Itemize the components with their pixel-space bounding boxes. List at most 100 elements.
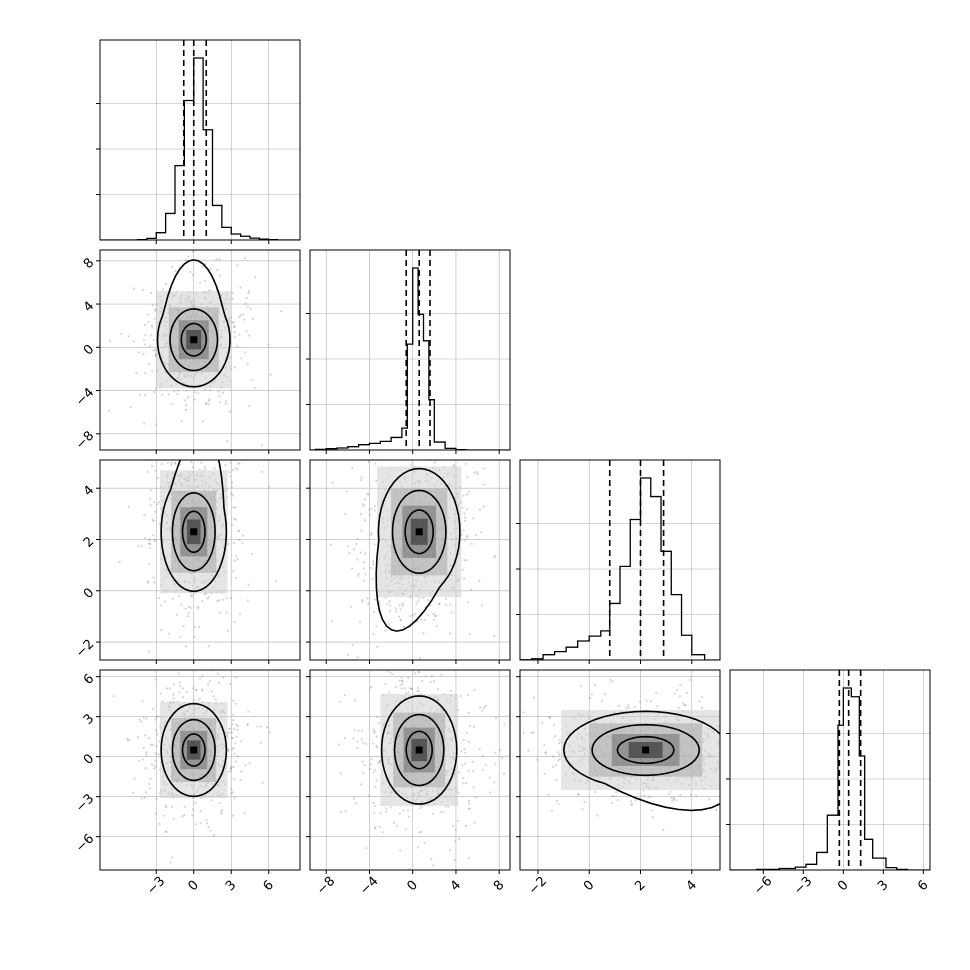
scatter-point xyxy=(462,494,465,497)
scatter-point xyxy=(176,393,179,396)
scatter-point xyxy=(387,622,390,626)
scatter-point xyxy=(456,819,460,822)
scatter-point xyxy=(226,629,229,632)
y-tick-label: 3 xyxy=(81,711,97,727)
scatter-point xyxy=(416,690,419,693)
scatter-point xyxy=(470,645,472,647)
scatter-point xyxy=(228,471,231,474)
scatter-point xyxy=(611,794,614,798)
scatter-point xyxy=(352,737,355,740)
scatter-point xyxy=(392,821,396,824)
scatter-point xyxy=(231,297,234,300)
scatter-point xyxy=(362,560,365,564)
panel-2-3: −2 0 2 4 xyxy=(516,669,797,898)
scatter-point xyxy=(647,796,650,799)
panel-frame xyxy=(99,39,301,241)
scatter-point xyxy=(478,508,481,511)
scatter-point xyxy=(197,392,200,395)
scatter-point xyxy=(240,357,243,360)
scatter-point xyxy=(360,479,363,482)
scatter-point xyxy=(246,723,249,726)
scatter-point xyxy=(399,618,402,621)
scatter-point xyxy=(231,523,234,527)
scatter-point xyxy=(357,574,360,577)
scatter-point xyxy=(201,674,204,677)
panel-frame xyxy=(309,459,511,661)
scatter-point xyxy=(190,595,193,598)
scatter-point xyxy=(232,713,235,716)
scatter-point xyxy=(419,656,422,660)
scatter-point xyxy=(471,760,474,763)
scatter-point xyxy=(464,516,467,519)
scatter-point xyxy=(230,492,233,495)
scatter-point xyxy=(149,777,152,780)
scatter-point xyxy=(343,737,346,740)
scatter-point xyxy=(435,625,438,628)
scatter-point xyxy=(280,310,283,313)
scatter-point xyxy=(207,437,209,439)
scatter-point xyxy=(158,597,161,600)
scatter-point xyxy=(651,815,654,819)
scatter-point xyxy=(695,794,698,797)
scatter-point xyxy=(466,663,468,665)
scatter-point xyxy=(148,539,151,542)
scatter-point xyxy=(187,611,190,614)
panel-frame xyxy=(99,249,301,451)
scatter-point xyxy=(723,706,725,708)
scatter-point xyxy=(339,810,342,814)
scatter-point xyxy=(142,288,145,292)
scatter-point xyxy=(494,554,497,557)
scatter-point xyxy=(217,243,219,245)
scatter-point xyxy=(381,831,384,834)
scatter-point xyxy=(145,717,148,720)
scatter-point xyxy=(373,811,376,814)
scatter-point xyxy=(478,579,481,582)
scatter-point xyxy=(371,560,375,563)
x-tick-label: 2 xyxy=(632,878,648,894)
scatter-point xyxy=(338,743,341,746)
scatter-point xyxy=(360,476,363,479)
scatter-point xyxy=(231,791,234,794)
panel-frame xyxy=(309,249,511,451)
scatter-point xyxy=(461,764,464,767)
scatter-point xyxy=(724,720,726,722)
scatter-point xyxy=(482,505,485,508)
scatter-point xyxy=(794,737,796,739)
scatter-point xyxy=(146,581,149,584)
scatter-point xyxy=(148,787,151,790)
contour-line xyxy=(171,491,216,572)
scatter-point xyxy=(577,793,580,796)
scatter-point xyxy=(129,406,132,409)
scatter-point xyxy=(418,597,421,600)
scatter-point xyxy=(184,645,187,648)
scatter-point xyxy=(359,551,362,554)
scatter-point xyxy=(372,771,375,774)
scatter-point xyxy=(795,754,797,756)
scatter-point xyxy=(207,596,211,599)
scatter-point xyxy=(221,598,224,601)
scatter-point xyxy=(215,269,218,272)
scatter-point xyxy=(149,489,152,492)
scatter-point xyxy=(154,752,157,755)
scatter-point xyxy=(220,452,222,454)
panel-2-2 xyxy=(516,459,721,664)
scatter-point xyxy=(148,538,151,541)
scatter-point xyxy=(207,399,210,402)
y-tick-label: −4 xyxy=(73,385,97,409)
scatter-point xyxy=(407,815,411,818)
scatter-point xyxy=(152,519,155,523)
scatter-point xyxy=(462,782,465,785)
scatter-point xyxy=(229,596,232,599)
scatter-point xyxy=(339,700,342,703)
scatter-point xyxy=(230,765,233,768)
scatter-point xyxy=(746,763,748,765)
scatter-point xyxy=(220,810,223,813)
scatter-point xyxy=(430,858,433,861)
scatter-point xyxy=(247,583,250,586)
scatter-point xyxy=(398,812,401,815)
scatter-point xyxy=(374,825,377,829)
scatter-point xyxy=(153,390,156,394)
x-tick-label: −3 xyxy=(791,874,815,898)
scatter-point xyxy=(199,677,202,680)
scatter-point xyxy=(154,812,157,815)
